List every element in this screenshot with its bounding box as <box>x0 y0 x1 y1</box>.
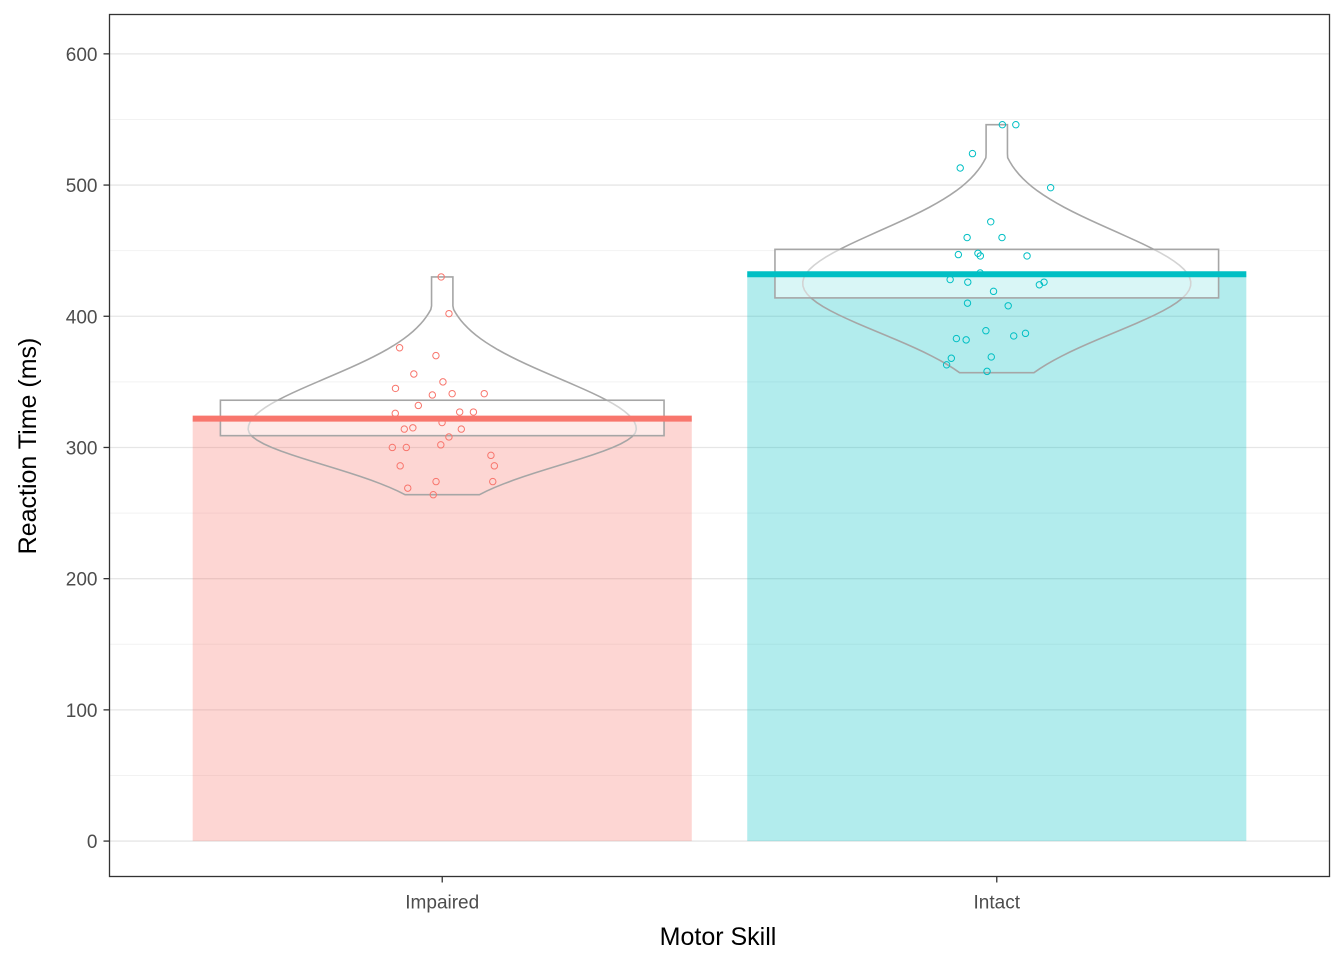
data-point <box>987 353 995 361</box>
y-axis-title: Reaction Time (ms) <box>14 338 42 555</box>
y-tick-label: 400 <box>66 307 98 328</box>
y-tick-label: 300 <box>66 438 98 459</box>
data-point <box>964 278 972 286</box>
data-point <box>1023 252 1031 260</box>
data-point <box>429 491 437 499</box>
data-point <box>400 425 408 433</box>
data-point <box>1035 281 1044 289</box>
data-point <box>998 233 1006 242</box>
y-tick-label: 100 <box>66 701 98 722</box>
data-point <box>947 354 956 362</box>
data-point <box>414 401 423 410</box>
data-point <box>445 309 453 318</box>
data-point <box>469 408 478 416</box>
data-point <box>987 218 995 226</box>
data-point <box>428 391 437 399</box>
data-point <box>1046 183 1055 192</box>
data-point <box>1012 121 1020 129</box>
data-point <box>968 149 977 158</box>
data-points <box>388 121 1055 499</box>
data-point <box>402 443 411 452</box>
axes: 0 100 200 300 400 500 600 Impaired Intact <box>66 45 1021 914</box>
data-point <box>487 451 495 460</box>
data-point <box>404 484 412 492</box>
plot-panel <box>109 14 1330 877</box>
data-point <box>954 250 963 259</box>
data-point <box>432 351 440 360</box>
data-point <box>1004 302 1012 310</box>
data-point <box>409 424 417 432</box>
data-point <box>445 433 453 441</box>
data-point <box>391 384 400 393</box>
x-tick-label: Intact <box>974 893 1021 914</box>
data-point <box>448 389 456 398</box>
data-point <box>1021 329 1030 338</box>
data-point <box>963 233 971 242</box>
y-tick-label: 500 <box>66 176 98 197</box>
grid-lines <box>109 53 1330 842</box>
data-point <box>963 299 972 307</box>
data-point <box>983 367 991 376</box>
bars <box>192 274 1247 842</box>
data-point <box>942 361 951 369</box>
data-point <box>480 389 488 398</box>
x-axis-title: Motor Skill <box>660 923 777 951</box>
mean-lines <box>192 271 1247 422</box>
y-tick-label: 0 <box>87 832 98 853</box>
y-tick-label: 600 <box>66 45 98 66</box>
data-point <box>437 441 445 449</box>
plot-border <box>108 13 1331 878</box>
data-point <box>437 273 445 281</box>
data-point <box>982 326 990 335</box>
data-point <box>490 462 499 470</box>
data-point <box>956 164 964 172</box>
data-point <box>962 336 970 344</box>
data-point <box>439 378 447 386</box>
data-point <box>1010 332 1018 340</box>
data-point <box>395 344 404 352</box>
bar-intact <box>747 274 1247 842</box>
data-point <box>952 334 961 343</box>
data-point <box>998 121 1007 129</box>
data-point <box>432 477 440 486</box>
x-tick-label: Impaired <box>405 893 479 914</box>
bar-impaired <box>192 418 692 842</box>
data-point <box>989 287 998 296</box>
data-point <box>455 408 464 416</box>
data-point <box>489 477 497 486</box>
data-point <box>457 425 465 433</box>
data-point <box>388 443 397 452</box>
data-point <box>410 370 418 378</box>
y-tick-label: 200 <box>66 570 98 591</box>
data-point <box>976 252 985 260</box>
data-point <box>396 462 404 470</box>
